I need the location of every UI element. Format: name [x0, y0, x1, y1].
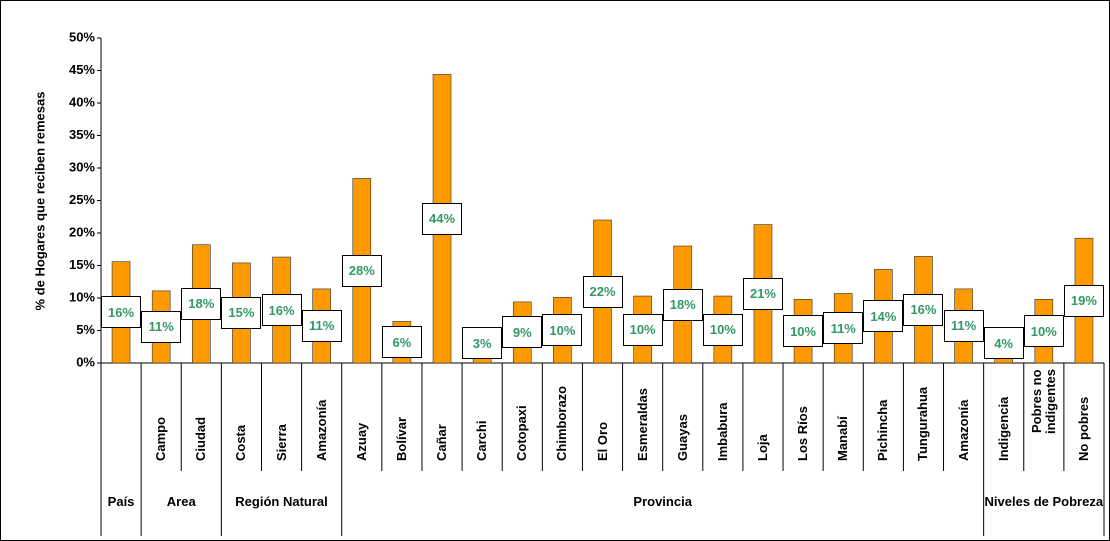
x-tick-label: Chimborazo — [554, 385, 570, 461]
x-tick-label: Ciudad — [193, 416, 209, 461]
value-label: 14% — [863, 300, 904, 333]
value-label: 10% — [622, 313, 663, 346]
value-label: 10% — [1023, 315, 1064, 348]
y-tick-label: 35% — [69, 127, 95, 142]
x-tick-label: Amazonía — [955, 399, 971, 461]
y-tick-label: 45% — [69, 62, 95, 77]
value-label: 4% — [983, 327, 1024, 359]
x-tick-label: Pobres no indigentes — [1028, 369, 1058, 435]
x-tick-label: No pobres — [1075, 396, 1091, 461]
value-label: 16% — [261, 294, 302, 327]
value-label: 16% — [101, 296, 142, 329]
x-tick-label: Esmeraldas — [634, 388, 650, 461]
x-tick-label: Amazonía — [313, 399, 329, 461]
y-tick-label: 20% — [69, 224, 95, 239]
value-label: 15% — [221, 296, 262, 329]
value-label: 3% — [462, 327, 503, 359]
y-tick-label: 0% — [76, 354, 95, 369]
x-tick-label: Indigencia — [995, 396, 1011, 461]
x-tick-label: Pichincha — [875, 399, 891, 461]
y-axis-title: % de Hogares que reciben remesas — [32, 92, 47, 311]
x-tick-label: Costa — [233, 424, 249, 461]
x-tick-label: Sierra — [273, 424, 289, 461]
y-tick-label: 10% — [69, 289, 95, 304]
value-label: 10% — [783, 315, 824, 348]
x-tick-label: Los Ríos — [795, 406, 811, 461]
x-tick-label: Carchi — [474, 420, 490, 461]
x-tick-label: Guayas — [674, 414, 690, 461]
x-tick-label: Tungurahua — [915, 386, 931, 461]
group-label: Provincia — [633, 493, 692, 509]
x-tick-label: Campo — [153, 416, 169, 461]
y-tick-label: 5% — [76, 322, 95, 337]
value-label: 22% — [582, 275, 623, 308]
y-tick-label: 15% — [69, 257, 95, 272]
group-label: País — [107, 493, 135, 509]
y-tick-label: 30% — [69, 159, 95, 174]
value-label: 10% — [702, 313, 743, 346]
value-label: 19% — [1063, 284, 1104, 317]
value-label: 18% — [662, 288, 703, 321]
x-tick-label: Imbabura — [714, 402, 730, 461]
y-tick-label: 50% — [69, 29, 95, 44]
group-label: Región Natural — [235, 493, 328, 509]
value-label: 18% — [181, 287, 222, 320]
x-tick-label: Loja — [754, 434, 770, 461]
y-tick-label: 40% — [69, 94, 95, 109]
group-label: Niveles de Pobreza — [984, 493, 1104, 509]
value-label: 21% — [742, 277, 783, 310]
x-tick-label: Bolívar — [393, 416, 409, 461]
group-label: Area — [166, 493, 196, 509]
x-tick-label: El Oro — [594, 421, 610, 461]
value-label: 16% — [903, 293, 944, 326]
x-tick-label: Cañar — [434, 424, 450, 461]
y-tick-label: 25% — [69, 192, 95, 207]
value-label: 6% — [381, 326, 422, 359]
value-label: 11% — [141, 310, 182, 343]
value-label: 11% — [301, 309, 342, 342]
value-label: 10% — [542, 314, 583, 347]
value-label: 11% — [823, 312, 864, 345]
x-tick-label: Azuay — [353, 422, 369, 461]
value-label: 44% — [422, 202, 463, 235]
value-label: 9% — [502, 316, 543, 349]
value-label: 11% — [943, 309, 984, 342]
x-tick-label: Manabí — [835, 416, 851, 461]
x-tick-label: Cotopaxi — [514, 405, 530, 461]
value-label: 28% — [341, 254, 382, 287]
